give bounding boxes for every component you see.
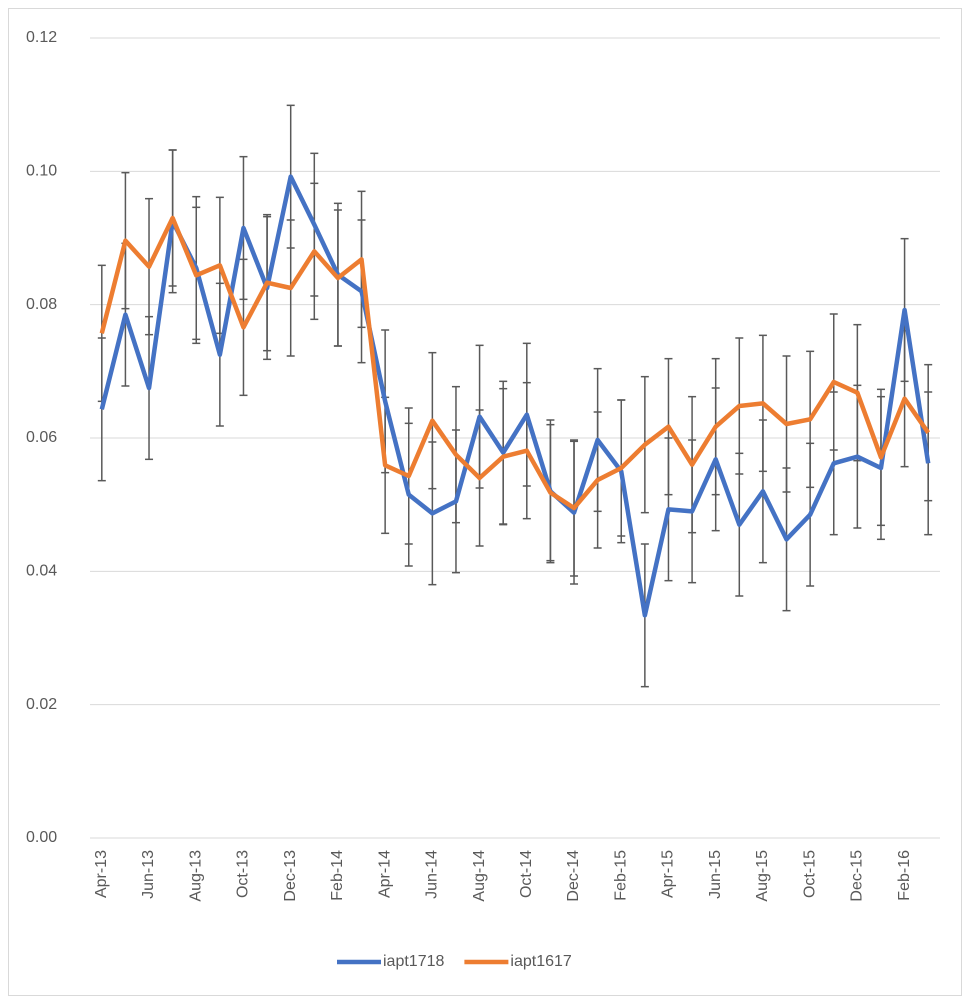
chart-border: [8, 8, 962, 996]
x-tick-label: Dec-13: [282, 850, 299, 902]
x-tick-label: Apr-13: [93, 850, 110, 898]
x-tick-label: Feb-16: [896, 850, 913, 901]
x-tick-label: Oct-13: [235, 850, 252, 898]
x-tick-label: Dec-14: [565, 850, 582, 902]
y-tick-label: 0.04: [26, 563, 57, 580]
x-tick-label: Aug-13: [187, 850, 204, 902]
legend-label: iapt1718: [383, 953, 444, 970]
y-tick-label: 0.00: [26, 829, 57, 846]
x-tick-label: Feb-14: [329, 850, 346, 901]
x-tick-label: Jun-14: [424, 850, 441, 899]
x-tick-label: Aug-14: [471, 850, 488, 902]
x-tick-label: Oct-14: [518, 850, 535, 898]
y-tick-label: 0.02: [26, 696, 57, 713]
y-tick-label: 0.12: [26, 29, 57, 46]
y-tick-label: 0.08: [26, 296, 57, 313]
series-line: [99, 215, 931, 511]
x-tick-label: Dec-15: [849, 850, 866, 902]
x-tick-label: Jun-15: [707, 850, 724, 899]
series-line: [99, 174, 931, 618]
y-tick-label: 0.06: [26, 429, 57, 446]
x-tick-label: Feb-15: [612, 850, 629, 901]
legend-label: iapt1617: [510, 953, 571, 970]
x-tick-label: Apr-14: [376, 850, 393, 898]
y-tick-label: 0.10: [26, 163, 57, 180]
x-tick-label: Oct-15: [801, 850, 818, 898]
x-tick-label: Aug-15: [754, 850, 771, 902]
x-tick-label: Jun-13: [140, 850, 157, 899]
x-tick-label: Apr-15: [660, 850, 677, 898]
